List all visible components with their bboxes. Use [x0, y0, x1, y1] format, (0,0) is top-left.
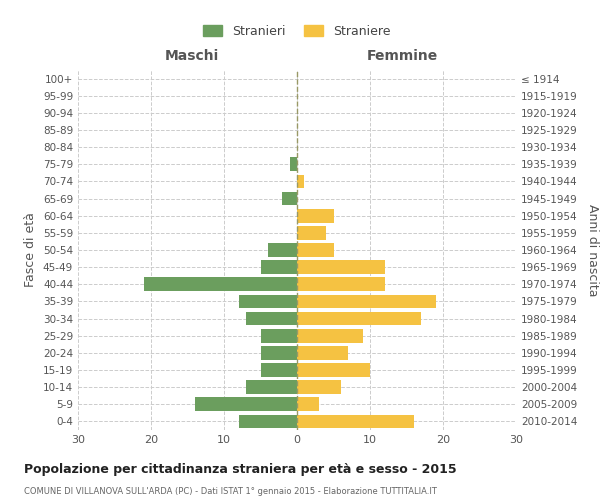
Bar — [297, 209, 334, 222]
Y-axis label: Anni di nascita: Anni di nascita — [586, 204, 599, 296]
Text: COMUNE DI VILLANOVA SULL'ARDA (PC) - Dati ISTAT 1° gennaio 2015 - Elaborazione T: COMUNE DI VILLANOVA SULL'ARDA (PC) - Dat… — [24, 488, 437, 496]
Bar — [268, 243, 297, 257]
Bar — [297, 243, 334, 257]
Bar — [297, 294, 436, 308]
Bar — [260, 346, 297, 360]
Bar — [290, 158, 297, 171]
Bar — [297, 414, 414, 428]
Bar — [239, 294, 297, 308]
Bar — [297, 398, 319, 411]
Bar — [260, 329, 297, 342]
Bar — [239, 414, 297, 428]
Bar — [297, 260, 385, 274]
Text: Popolazione per cittadinanza straniera per età e sesso - 2015: Popolazione per cittadinanza straniera p… — [24, 462, 457, 475]
Bar — [260, 260, 297, 274]
Bar — [246, 380, 297, 394]
Bar — [297, 312, 421, 326]
Bar — [297, 346, 348, 360]
Bar — [297, 226, 326, 239]
Text: Femmine: Femmine — [367, 49, 438, 63]
Bar — [297, 174, 304, 188]
Bar — [297, 380, 341, 394]
Legend: Stranieri, Straniere: Stranieri, Straniere — [197, 18, 397, 44]
Bar — [195, 398, 297, 411]
Y-axis label: Fasce di età: Fasce di età — [25, 212, 37, 288]
Bar — [246, 312, 297, 326]
Bar — [144, 278, 297, 291]
Bar — [297, 329, 362, 342]
Bar — [260, 363, 297, 377]
Bar — [297, 363, 370, 377]
Bar — [283, 192, 297, 205]
Bar — [297, 278, 385, 291]
Text: Maschi: Maschi — [165, 49, 219, 63]
